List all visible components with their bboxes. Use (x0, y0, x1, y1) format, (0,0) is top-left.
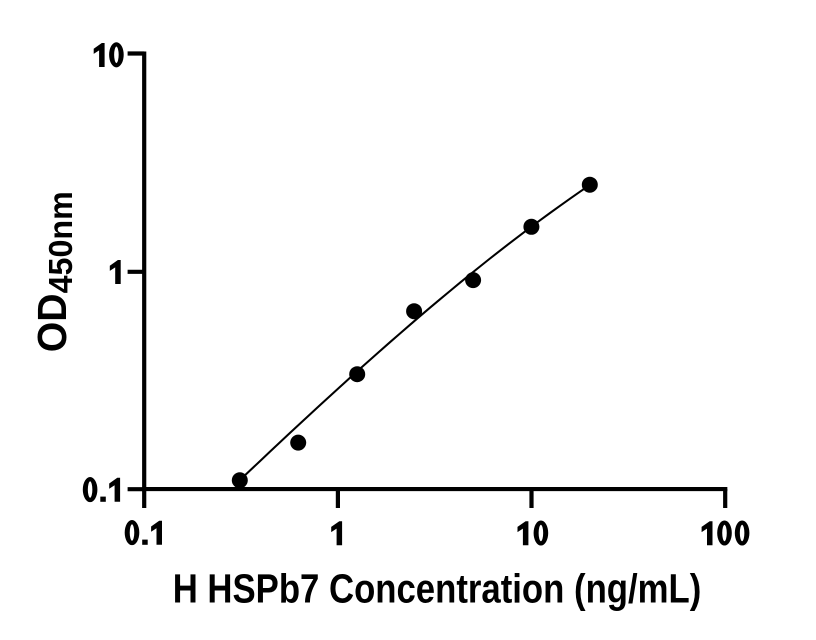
svg-text:OD450nm: OD450nm (29, 191, 80, 352)
svg-text:H HSPb7 Concentration (ng/mL): H HSPb7 Concentration (ng/mL) (173, 566, 702, 612)
